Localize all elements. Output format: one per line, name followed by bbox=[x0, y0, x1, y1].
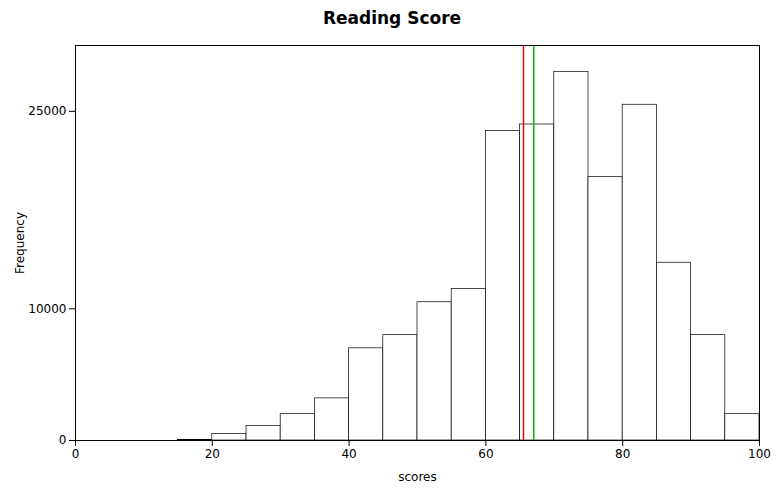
svg-text:60: 60 bbox=[478, 447, 493, 461]
svg-text:Frequency: Frequency bbox=[13, 212, 27, 274]
svg-text:40: 40 bbox=[341, 447, 356, 461]
svg-text:25000: 25000 bbox=[28, 104, 66, 118]
svg-text:100: 100 bbox=[748, 447, 771, 461]
svg-text:0: 0 bbox=[59, 433, 67, 447]
svg-text:10000: 10000 bbox=[28, 302, 66, 316]
svg-text:80: 80 bbox=[615, 447, 630, 461]
svg-text:20: 20 bbox=[205, 447, 220, 461]
svg-text:scores: scores bbox=[398, 470, 437, 484]
svg-text:0: 0 bbox=[72, 447, 80, 461]
html-text:Reading Score: Reading Score bbox=[322, 8, 462, 28]
